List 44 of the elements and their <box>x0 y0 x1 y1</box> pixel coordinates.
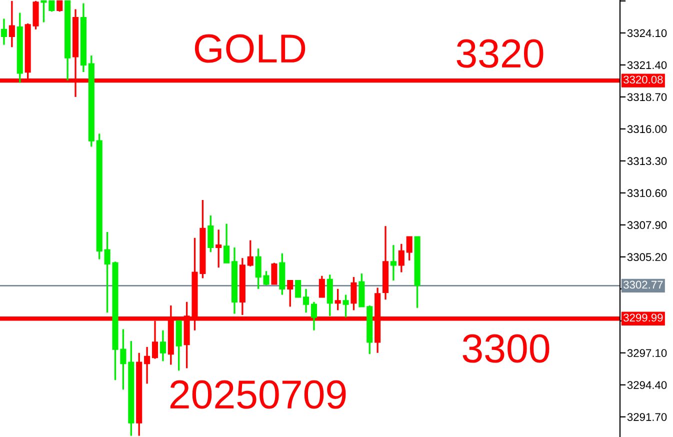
candlestick <box>334 288 341 312</box>
annotation: 3300 <box>462 334 550 363</box>
y-tick-label: 3316.00 <box>627 125 667 134</box>
candlestick <box>303 288 310 314</box>
ref-line-label: 3320.08 <box>624 76 663 84</box>
candlestick <box>318 275 325 298</box>
annotation: GOLD <box>194 34 306 63</box>
candlestick <box>216 228 222 268</box>
candlestick <box>224 222 230 264</box>
y-tick-label: 3318.70 <box>627 93 667 102</box>
y-tick-label: 3305.20 <box>627 253 667 262</box>
candlestick <box>48 0 55 12</box>
y-tick-label: 3324.10 <box>627 29 667 38</box>
y-tick-label: 3310.60 <box>627 189 667 198</box>
y-tick-label: 3291.70 <box>627 413 667 421</box>
y-tick-label: 3313.30 <box>627 157 667 166</box>
candlestick <box>56 0 63 12</box>
candlestick <box>310 301 317 332</box>
candlestick <box>0 18 7 46</box>
y-tick-label: 3297.10 <box>627 349 667 358</box>
candlestick <box>287 280 294 308</box>
candlestick <box>271 262 278 285</box>
candlestick <box>263 270 270 286</box>
annotation: 20250709 <box>170 380 346 409</box>
candlestick <box>8 0 15 48</box>
candlestick <box>390 244 396 282</box>
y-tick-label: 3307.90 <box>627 221 667 230</box>
annotation: 3320 <box>456 39 544 68</box>
candlestick <box>295 280 302 298</box>
candlestick <box>208 214 214 253</box>
candlestick <box>350 276 357 312</box>
candlestick <box>40 0 47 24</box>
ref-line-label: 3299.99 <box>624 314 663 322</box>
candlestick <box>255 248 262 290</box>
candlestick <box>326 274 333 317</box>
candlestick <box>247 239 254 268</box>
candlestick <box>398 243 404 274</box>
candlestick <box>144 346 150 385</box>
y-tick-label: 3321.40 <box>627 61 667 70</box>
candlestick <box>342 294 349 318</box>
y-tick-label: 3294.40 <box>627 381 667 389</box>
ref-line-label: 3302.77 <box>624 280 663 289</box>
candlestick <box>160 330 166 362</box>
candlestick <box>406 236 412 262</box>
